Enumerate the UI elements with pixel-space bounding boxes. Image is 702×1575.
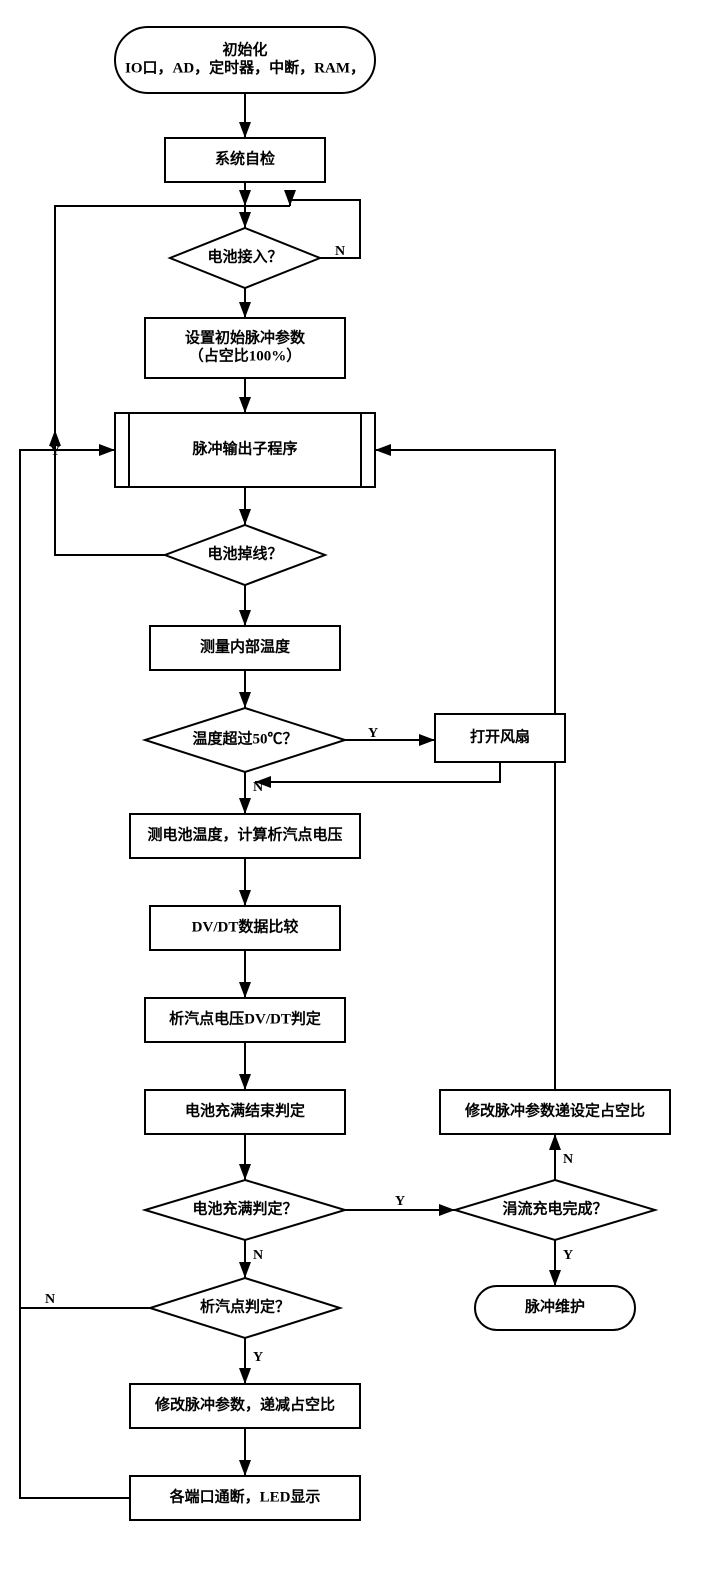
node-text: 电池充满结束判定: [185, 1101, 305, 1119]
node-batconn: 电池接入？: [170, 228, 320, 288]
node-text: 析汽点电压DV/DT判定: [169, 1009, 321, 1027]
node-modparam2: 修改脉冲参数递设定占空比: [440, 1090, 670, 1134]
node-text: 测量内部温度: [200, 637, 291, 655]
node-text: 各端口通断，LED显示: [169, 1487, 321, 1505]
node-fullend: 电池充满结束判定: [145, 1090, 345, 1134]
node-gasdec: 析汽点判定？: [150, 1278, 340, 1338]
node-text: 电池接入？: [207, 247, 282, 265]
node-modparam: 修改脉冲参数，递减占空比: [130, 1384, 360, 1428]
node-text: 电池充满判定？: [192, 1199, 297, 1217]
node-text: 脉冲维护: [524, 1297, 585, 1315]
node-fan: 打开风扇: [435, 714, 565, 762]
node-batdrop: 电池掉线？: [165, 525, 325, 585]
node-fulldec: 电池充满判定？: [145, 1180, 345, 1240]
edge-label: Y: [50, 444, 60, 459]
edge: [20, 450, 150, 1308]
node-text: 涓流充电完成？: [502, 1199, 607, 1217]
node-text: 电池掉线？: [207, 544, 282, 562]
node-subproc: 脉冲输出子程序: [115, 413, 375, 487]
edge-label: N: [45, 1292, 55, 1307]
node-text: 修改脉冲参数递设定占空比: [464, 1101, 645, 1119]
node-text: 初始化: [222, 40, 267, 58]
node-gaspoint: 析汽点电压DV/DT判定: [145, 998, 345, 1042]
edge: [375, 450, 555, 1090]
node-temp50: 温度超过50℃？: [145, 708, 345, 772]
node-text: DV/DT数据比较: [192, 917, 299, 935]
node-init: 初始化IO口，AD，定时器，中断，RAM，: [115, 27, 375, 93]
node-text: 析汽点判定？: [200, 1297, 290, 1315]
node-setparam: 设置初始脉冲参数（占空比100%）: [145, 318, 345, 378]
flowchart-diagram: N Y Y N N Y N Y N Y 初始化IO口，AD，定时器，中断，RAM， 系统自检电池接入？…: [0, 0, 702, 1575]
edge-label: Y: [395, 1194, 405, 1209]
node-text: 温度超过50℃？: [192, 729, 297, 747]
edge: [20, 1308, 130, 1498]
edge-label: N: [253, 1248, 263, 1263]
edge-label: N: [335, 244, 345, 259]
node-text: 系统自检: [215, 149, 275, 167]
edge-label: N: [563, 1152, 573, 1167]
edge-label: Y: [563, 1248, 573, 1263]
edge-label: Y: [253, 1350, 263, 1365]
node-text: 打开风扇: [470, 727, 530, 745]
edge-label: N: [253, 780, 263, 795]
node-text: IO口，AD，定时器，中断，RAM，: [125, 58, 365, 76]
node-dvdt: DV/DT数据比较: [150, 906, 340, 950]
node-maintain: 脉冲维护: [475, 1286, 635, 1330]
node-measbat: 测电池温度，计算析汽点电压: [130, 814, 360, 858]
node-text: （占空比100%）: [189, 346, 302, 364]
node-text: 测电池温度，计算析汽点电压: [147, 825, 342, 843]
node-selfcheck: 系统自检: [165, 138, 325, 182]
edge-label: Y: [368, 726, 378, 741]
node-text: 脉冲输出子程序: [191, 439, 297, 457]
node-meastemp: 测量内部温度: [150, 626, 340, 670]
node-trickle: 涓流充电完成？: [455, 1180, 655, 1240]
node-text: 修改脉冲参数，递减占空比: [154, 1395, 335, 1413]
edge: [255, 762, 500, 782]
node-ports: 各端口通断，LED显示: [130, 1476, 360, 1520]
node-text: 设置初始脉冲参数: [185, 328, 306, 346]
